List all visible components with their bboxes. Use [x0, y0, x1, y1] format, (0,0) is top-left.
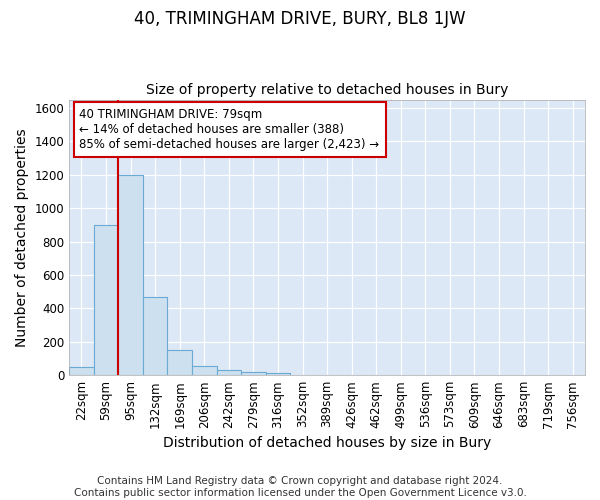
Bar — [69, 367, 94, 375]
Text: 40 TRIMINGHAM DRIVE: 79sqm
← 14% of detached houses are smaller (388)
85% of sem: 40 TRIMINGHAM DRIVE: 79sqm ← 14% of deta… — [79, 108, 380, 151]
Bar — [118, 174, 143, 375]
Bar — [167, 350, 192, 375]
Bar — [143, 296, 167, 375]
Bar — [192, 366, 217, 375]
Bar — [94, 225, 118, 375]
Text: 40, TRIMINGHAM DRIVE, BURY, BL8 1JW: 40, TRIMINGHAM DRIVE, BURY, BL8 1JW — [134, 10, 466, 28]
Bar — [266, 372, 290, 375]
Title: Size of property relative to detached houses in Bury: Size of property relative to detached ho… — [146, 83, 508, 97]
X-axis label: Distribution of detached houses by size in Bury: Distribution of detached houses by size … — [163, 436, 491, 450]
Y-axis label: Number of detached properties: Number of detached properties — [15, 128, 29, 346]
Bar — [217, 370, 241, 375]
Bar — [241, 372, 266, 375]
Text: Contains HM Land Registry data © Crown copyright and database right 2024.
Contai: Contains HM Land Registry data © Crown c… — [74, 476, 526, 498]
